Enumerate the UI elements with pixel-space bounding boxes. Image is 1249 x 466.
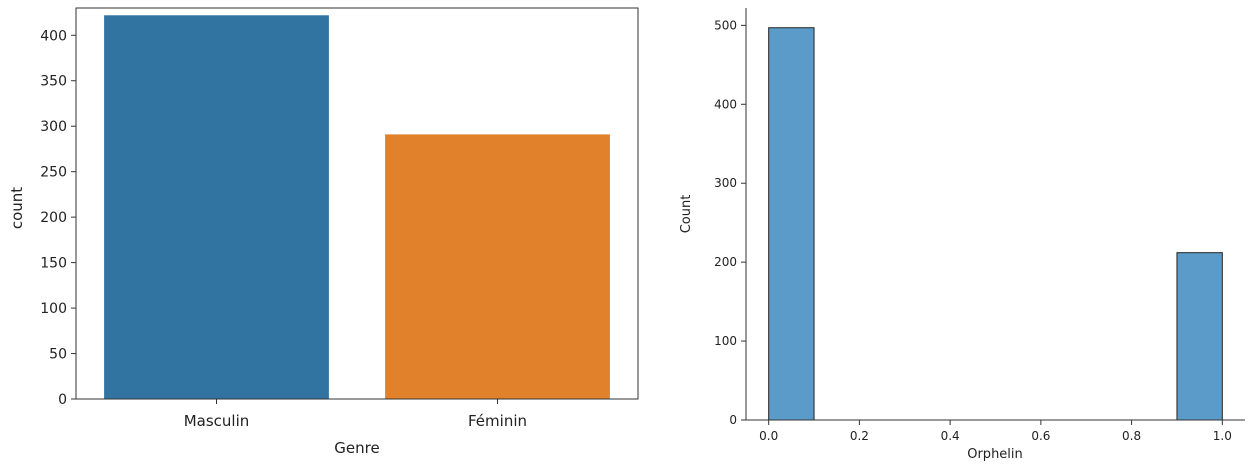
left-x-tick-label: Masculin — [184, 412, 250, 430]
left-y-tick-label: 250 — [40, 165, 67, 181]
left-y-tick-label: 300 — [40, 119, 67, 135]
left-y-tick-label: 100 — [40, 301, 67, 317]
left-x-tick-label: Féminin — [468, 412, 527, 430]
left-y-tick-label: 0 — [58, 392, 67, 408]
left-plot-frame — [75, 7, 639, 400]
left-y-axis-label: count — [8, 187, 26, 229]
bar-masculin — [104, 15, 329, 400]
left-x-axis-label: Genre — [334, 439, 379, 457]
left-y-tick-label: 350 — [40, 74, 67, 90]
left-y-tick-label: 200 — [40, 210, 67, 226]
left-y-tick-label: 400 — [40, 28, 67, 44]
bar-féminin — [385, 134, 610, 400]
left-y-tick-label: 150 — [40, 256, 67, 272]
left-y-tick-label: 50 — [49, 347, 67, 363]
